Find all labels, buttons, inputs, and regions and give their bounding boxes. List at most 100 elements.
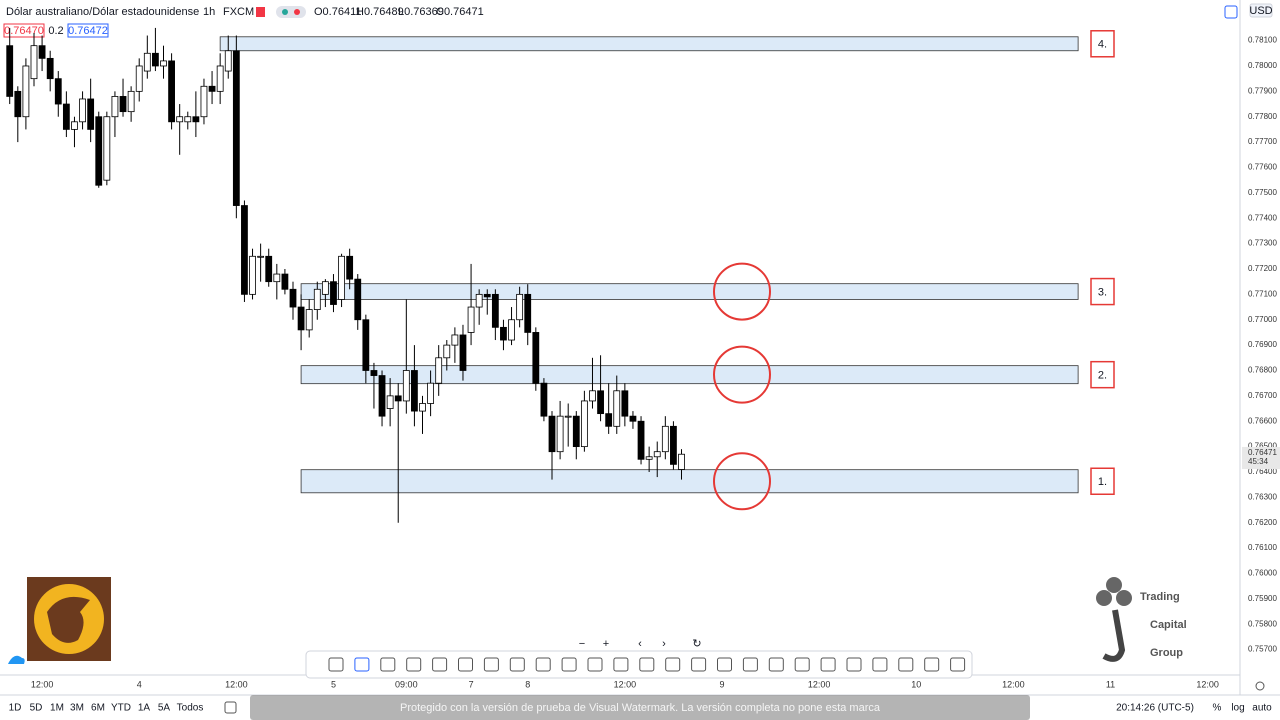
zoom-control[interactable]: ‹ — [638, 638, 642, 650]
candle-body — [435, 357, 443, 384]
tool-icon[interactable] — [924, 657, 940, 672]
y-tick-label: 0.76300 — [1248, 492, 1277, 501]
candle-body — [491, 293, 499, 328]
tool-icon[interactable] — [794, 657, 810, 672]
tool-icon[interactable] — [535, 657, 551, 672]
scale-option[interactable]: log — [1231, 703, 1244, 714]
candle-body — [548, 415, 556, 453]
tool-icon[interactable] — [691, 657, 707, 672]
currency: USD — [1249, 5, 1272, 17]
timeframe-button[interactable]: 1D — [9, 703, 22, 714]
toolbar-frame — [305, 650, 973, 679]
x-tick-label: 11 — [1106, 679, 1115, 689]
tool-icon[interactable] — [432, 657, 448, 672]
tool-icon[interactable] — [639, 657, 655, 672]
status-pill — [276, 6, 306, 18]
x-tick-label: 09:00 — [395, 679, 418, 689]
tool-icon[interactable] — [950, 657, 966, 672]
status-dot — [294, 9, 300, 15]
plot-area: 0.78100 0.78000 0.77900 0.77800 0.77700 0.776… — [6, 27, 1280, 689]
zoom-control[interactable]: ↻ — [692, 638, 701, 650]
scale-option[interactable]: auto — [1252, 703, 1272, 714]
timeframe-button[interactable]: 1M — [50, 703, 64, 714]
y-tick-label: 0.76700 — [1248, 391, 1277, 400]
zoom-control[interactable]: + — [603, 638, 609, 650]
candle-body — [224, 50, 232, 72]
settings-icon[interactable] — [1255, 681, 1265, 691]
tool-icon[interactable] — [483, 657, 499, 672]
zone-label-box — [1090, 277, 1115, 306]
candle-body — [354, 278, 362, 321]
watermark-bg — [250, 695, 1030, 720]
candle-body — [670, 425, 677, 465]
tool-icon[interactable] — [846, 657, 862, 672]
candle-body — [386, 395, 394, 409]
countdown: 45:34 — [1248, 457, 1269, 466]
tool-icon[interactable] — [509, 657, 525, 672]
candle-body — [184, 116, 192, 123]
y-tick-label: 0.78000 — [1248, 61, 1277, 70]
compare-button[interactable] — [1224, 5, 1238, 19]
highlight-circle — [713, 262, 771, 321]
y-tick-label: 0.77900 — [1248, 86, 1277, 95]
tool-icon[interactable] — [768, 657, 784, 672]
tool-icon[interactable] — [328, 657, 344, 672]
ask-box[interactable] — [67, 23, 109, 38]
tool-icon[interactable] — [665, 657, 681, 672]
goto-date-icon[interactable] — [224, 701, 237, 714]
tool-icon[interactable] — [561, 657, 577, 672]
tool-icon[interactable] — [587, 657, 603, 672]
candle-body — [38, 45, 46, 59]
candle-body — [402, 370, 410, 402]
tool-icon[interactable] — [406, 657, 422, 672]
scale-option[interactable]: % — [1213, 703, 1222, 714]
tool-icon[interactable] — [898, 657, 914, 672]
tool-icon[interactable] — [380, 657, 396, 672]
brand-line: Capital — [1150, 619, 1187, 631]
logo-j — [1102, 609, 1126, 662]
candle-body — [71, 121, 78, 130]
candle-body — [313, 288, 321, 310]
tool-icon[interactable] — [458, 657, 473, 672]
tool-icon[interactable] — [742, 657, 758, 672]
candle-body — [475, 293, 483, 308]
candle-body — [176, 116, 184, 123]
symbol[interactable]: Dólar australiano/Dólar estadounidense — [6, 6, 199, 18]
brand-logo: Trading Capital Group — [1096, 577, 1187, 662]
candle-body — [661, 425, 669, 453]
ohlc-open: O0.76411 — [314, 6, 362, 18]
x-tick-label: 12:00 — [31, 679, 54, 689]
candle-body — [22, 65, 30, 118]
currency-box[interactable] — [1249, 3, 1273, 18]
candle-body — [216, 65, 224, 92]
timeframe-button[interactable]: 3M — [70, 703, 84, 714]
y-tick-label: 0.77600 — [1248, 163, 1277, 172]
timeframe-button[interactable]: 5D — [30, 703, 43, 714]
candle-body — [589, 390, 596, 402]
timeframe-button[interactable]: 6M — [91, 703, 105, 714]
zoom-control[interactable]: › — [662, 638, 666, 650]
flag-icon[interactable] — [256, 7, 265, 17]
tool-icon[interactable] — [717, 657, 732, 672]
timeframe-button[interactable]: YTD — [111, 703, 131, 714]
interval[interactable]: 1h — [203, 6, 215, 18]
candle-body — [411, 370, 418, 412]
timeframe-button[interactable]: 5A — [158, 703, 171, 714]
zoom-control[interactable]: − — [579, 638, 585, 650]
candle-body — [419, 403, 426, 412]
candle-body — [605, 413, 613, 427]
tool-icon[interactable] — [872, 657, 888, 672]
candle-body — [378, 375, 386, 417]
tool-icon[interactable] — [613, 657, 629, 672]
tool-icon[interactable] — [354, 657, 370, 672]
logo-club — [1116, 590, 1132, 606]
y-tick-label: 0.76200 — [1248, 518, 1277, 527]
tool-icon[interactable] — [820, 657, 836, 672]
zone-label: 4. — [1098, 39, 1107, 51]
y-tick-label: 0.76000 — [1248, 569, 1277, 578]
tv-cloud-icon[interactable] — [8, 655, 25, 664]
candle-body — [362, 319, 370, 371]
candle-body — [637, 420, 645, 460]
timeframe-button[interactable]: Todos — [177, 703, 204, 714]
timeframe-button[interactable]: 1A — [138, 703, 151, 714]
